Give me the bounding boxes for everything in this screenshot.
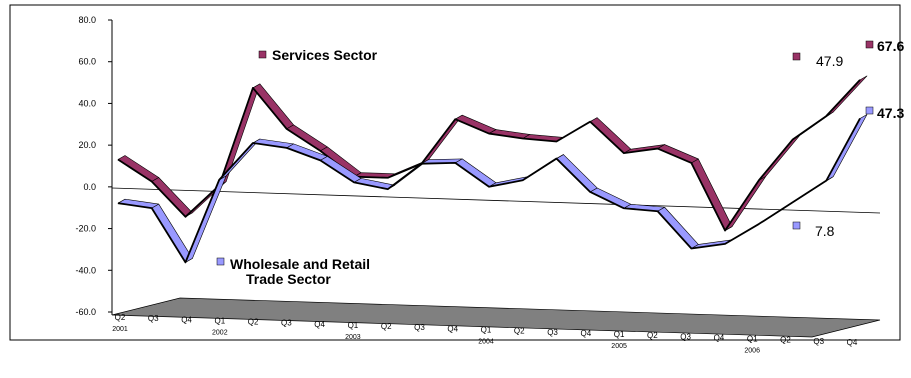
- x-category-label: Q4: [847, 338, 858, 347]
- services-ribbon-segment: [657, 144, 699, 164]
- wholesale-series-line: [117, 118, 861, 264]
- chart-floor: [111, 297, 881, 338]
- wholesale-ribbon-segment: [589, 187, 632, 209]
- x-year-label: 2004: [478, 339, 494, 346]
- wholesale-last-value: 47.3: [877, 105, 904, 121]
- plot-border: [9, 4, 901, 341]
- x-category-label: Q4: [447, 324, 458, 333]
- x-category-label: Q1: [214, 316, 225, 325]
- x-year-label: 2006: [744, 348, 760, 355]
- y-tick-label: -60.0: [75, 307, 96, 317]
- x-year-label: 2001: [112, 326, 128, 333]
- x-category-label: Q2: [647, 331, 658, 340]
- x-year-label: 2003: [345, 334, 361, 341]
- x-category-label: Q4: [314, 320, 325, 329]
- services-series-line: [117, 79, 861, 232]
- y-tick-label: 20.0: [78, 140, 96, 150]
- x-category-label: Q2: [248, 318, 259, 327]
- services-ribbon-segment: [691, 158, 733, 231]
- wholesale-legend-label-line2: Trade Sector: [246, 271, 331, 287]
- y-tick-label: 40.0: [78, 98, 96, 108]
- x-year-label: 2002: [212, 329, 228, 336]
- x-category-label: Q2: [514, 327, 525, 336]
- y-tick-label: 0.0: [83, 182, 96, 192]
- x-category-label: Q2: [381, 322, 392, 331]
- x-category-label: Q3: [414, 323, 425, 332]
- wholesale-prev-marker: [792, 221, 801, 230]
- x-category-label: Q3: [680, 332, 691, 341]
- x-axis-labels: Q2 2001 Q3 Q4 Q1 2002 Q2 Q3 Q4 Q1 2003 Q2 Q3 Q4 Q1 2004…: [112, 313, 858, 355]
- wholesale-ribbon-segment: [556, 154, 598, 193]
- wholesale-ribbon-segment: [657, 206, 699, 249]
- x-category-label: Q1: [348, 321, 359, 330]
- x-category-label: Q3: [813, 337, 824, 346]
- wholesale-prev-value: 7.8: [815, 223, 835, 239]
- services-ribbon-segment: [117, 155, 160, 182]
- services-legend-label: Services Sector: [272, 47, 378, 63]
- zero-baseline: [111, 187, 881, 214]
- x-category-label: Q1: [747, 335, 758, 344]
- y-tick-label: 80.0: [78, 15, 96, 25]
- wholesale-last-marker: [865, 106, 874, 115]
- services-ribbon-segment: [589, 117, 632, 154]
- wholesale-legend-marker: [216, 257, 225, 266]
- services-last-value: 67.6: [877, 38, 904, 54]
- services-ribbon-segment: [454, 114, 497, 134]
- x-category-label: Q1: [614, 330, 625, 339]
- x-category-label: Q2: [115, 313, 126, 322]
- x-category-label: Q4: [580, 329, 591, 338]
- series-lines: [117, 75, 868, 264]
- y-tick-label: 60.0: [78, 57, 96, 67]
- x-category-label: Q4: [181, 315, 192, 324]
- wholesale-ribbon-segment: [454, 158, 497, 188]
- x-category-label: Q3: [547, 328, 558, 337]
- y-tick-label: -40.0: [75, 265, 96, 275]
- services-ribbon-segment: [252, 83, 294, 130]
- services-last-marker: [865, 40, 874, 49]
- services-prev-marker: [792, 52, 801, 61]
- x-category-label: Q2: [780, 336, 791, 345]
- x-category-label: Q3: [281, 319, 292, 328]
- services-prev-value: 47.9: [816, 53, 843, 69]
- y-axis-ticks: 80.0 60.0 40.0 20.0 0.0 -20.0 -40.0 -60.0: [75, 15, 112, 317]
- x-category-label: Q1: [481, 326, 492, 335]
- y-tick-label: -20.0: [75, 224, 96, 234]
- x-category-label: Q3: [148, 314, 159, 323]
- x-year-label: 2005: [611, 343, 627, 350]
- x-category-label: Q4: [714, 333, 725, 342]
- services-legend-marker: [258, 50, 267, 59]
- wholesale-legend-label-line1: Wholesale and Retail: [230, 256, 370, 272]
